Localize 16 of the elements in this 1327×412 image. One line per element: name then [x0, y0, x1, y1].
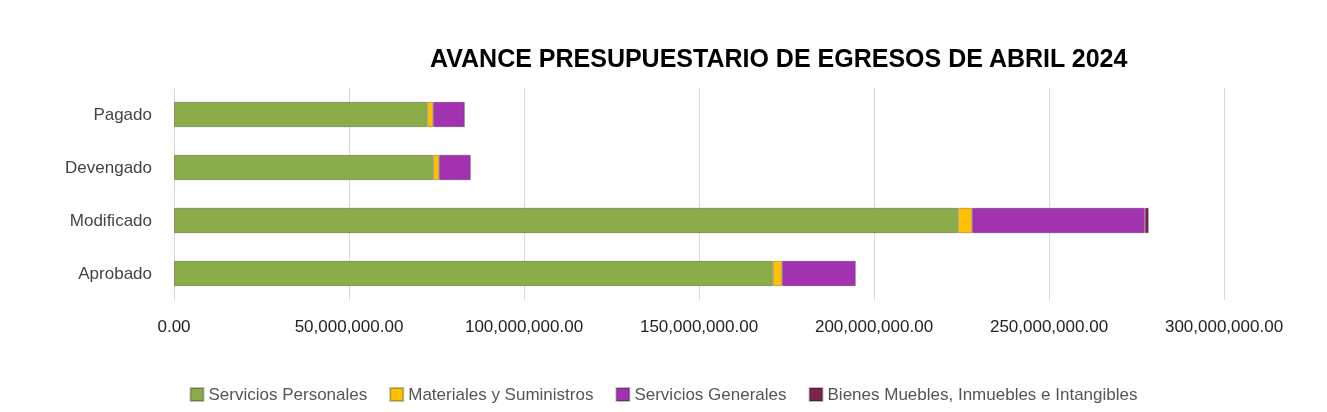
x-tick-label: 150,000,000.00 — [639, 317, 759, 336]
y-tick-label: Devengado — [65, 158, 152, 177]
x-tick-label: 200,000,000.00 — [814, 317, 934, 336]
x-tick-label: 0.00 — [157, 317, 191, 336]
chart-title: AVANCE PRESUPUESTARIO DE EGRESOS DE ABRIL 2024 — [430, 43, 1128, 72]
y-tick-label: Modificado — [69, 211, 152, 230]
x-tick-label: 250,000,000.00 — [989, 317, 1109, 336]
legend-label: Servicios Personales — [208, 385, 368, 404]
legend-label: Bienes Muebles, Inmuebles e Intangibles — [827, 385, 1138, 404]
y-tick-label: Pagado — [93, 105, 152, 124]
legend-label: Materiales y Suministros — [408, 385, 594, 404]
legend-label: Servicios Generales — [634, 385, 787, 404]
y-tick-label: Aprobado — [78, 264, 152, 283]
x-tick-label: 300,000,000.00 — [1164, 317, 1284, 336]
x-tick-label: 100,000,000.00 — [464, 317, 584, 336]
x-tick-label: 50,000,000.00 — [294, 317, 404, 336]
